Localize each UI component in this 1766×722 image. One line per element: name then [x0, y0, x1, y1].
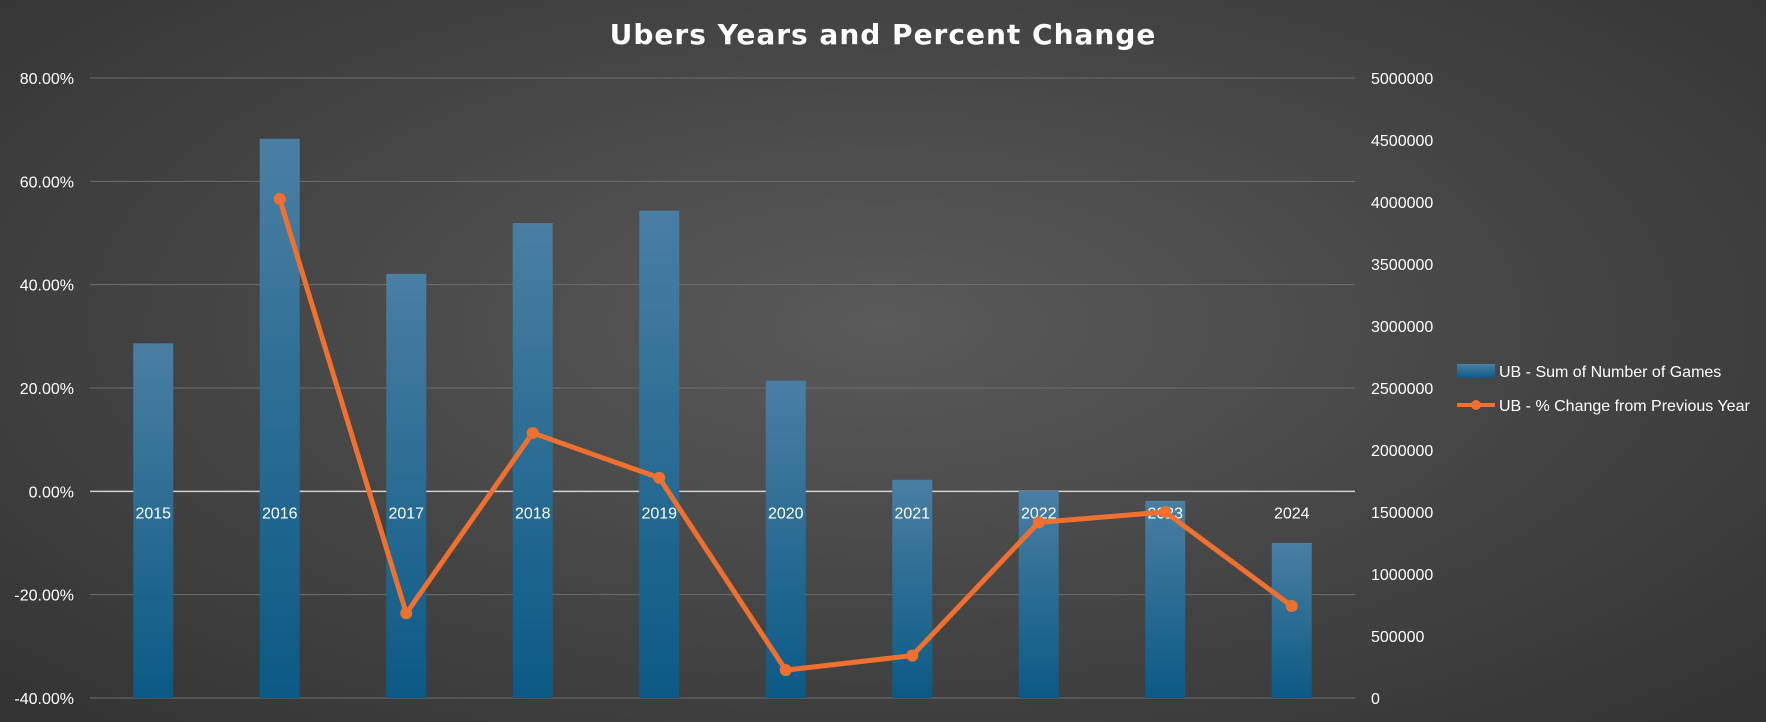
category-label: 2015 — [135, 505, 171, 522]
right-axis: 5000000450000040000003500000300000025000… — [1371, 71, 1433, 708]
bar — [386, 273, 427, 698]
line-point — [1032, 516, 1045, 529]
bar-series — [133, 138, 1312, 698]
left-tick-label: -20.00% — [14, 588, 74, 605]
gridlines — [90, 77, 1355, 699]
bar — [133, 343, 174, 698]
bar — [639, 210, 680, 698]
bar — [1271, 543, 1312, 698]
right-tick-label: 4000000 — [1371, 195, 1433, 212]
left-tick-label: 40.00% — [20, 278, 74, 295]
right-tick-label: 500000 — [1371, 629, 1424, 646]
bar — [1145, 500, 1186, 698]
category-label: 2019 — [641, 505, 677, 522]
line-point — [779, 664, 792, 677]
legend-line-label: UB - % Change from Previous Year — [1499, 398, 1750, 415]
category-label: 2024 — [1274, 505, 1310, 522]
right-tick-label: 2000000 — [1371, 443, 1433, 460]
right-tick-label: 3500000 — [1371, 257, 1433, 274]
category-label: 2017 — [388, 505, 424, 522]
line-point — [1159, 506, 1172, 518]
bar — [259, 138, 300, 698]
legend-bar-label: UB - Sum of Number of Games — [1499, 364, 1721, 381]
legend: UB - Sum of Number of Games UB - % Chang… — [1457, 364, 1750, 415]
left-tick-label: 80.00% — [20, 71, 74, 88]
category-label: 2018 — [515, 505, 551, 522]
right-tick-label: 3000000 — [1371, 319, 1433, 336]
left-tick-label: 0.00% — [29, 484, 74, 501]
legend-bar-swatch — [1457, 364, 1495, 378]
right-tick-label: 4500000 — [1371, 133, 1433, 150]
bar — [765, 380, 806, 698]
line-point — [1285, 600, 1298, 613]
left-tick-label: 60.00% — [20, 174, 74, 191]
category-label: 2016 — [262, 505, 298, 522]
line-point — [400, 607, 413, 620]
line-point — [526, 426, 539, 439]
right-tick-label: 0 — [1371, 691, 1380, 708]
line-series — [273, 192, 1298, 677]
category-label: 2020 — [768, 505, 804, 522]
right-tick-label: 5000000 — [1371, 71, 1433, 88]
line-point — [653, 471, 666, 484]
category-label: 2021 — [894, 505, 930, 522]
left-tick-label: 20.00% — [20, 381, 74, 398]
category-label: 2022 — [1021, 505, 1057, 522]
right-tick-label: 1000000 — [1371, 567, 1433, 584]
left-axis: 80.00% 60.00% 40.00% 20.00% 0.00% -20.00% -40.… — [14, 71, 74, 708]
right-tick-label: 1500000 — [1371, 505, 1433, 522]
left-tick-label: -40.00% — [14, 691, 74, 708]
line-point — [273, 192, 286, 205]
legend-line-marker — [1471, 400, 1481, 410]
category-labels: 2015201620172018201920202021202220232024 — [135, 505, 1309, 522]
right-tick-label: 2500000 — [1371, 381, 1433, 398]
chart-title: Ubers Years and Percent Change — [610, 18, 1157, 51]
line-point — [906, 649, 919, 662]
bar — [512, 223, 553, 698]
